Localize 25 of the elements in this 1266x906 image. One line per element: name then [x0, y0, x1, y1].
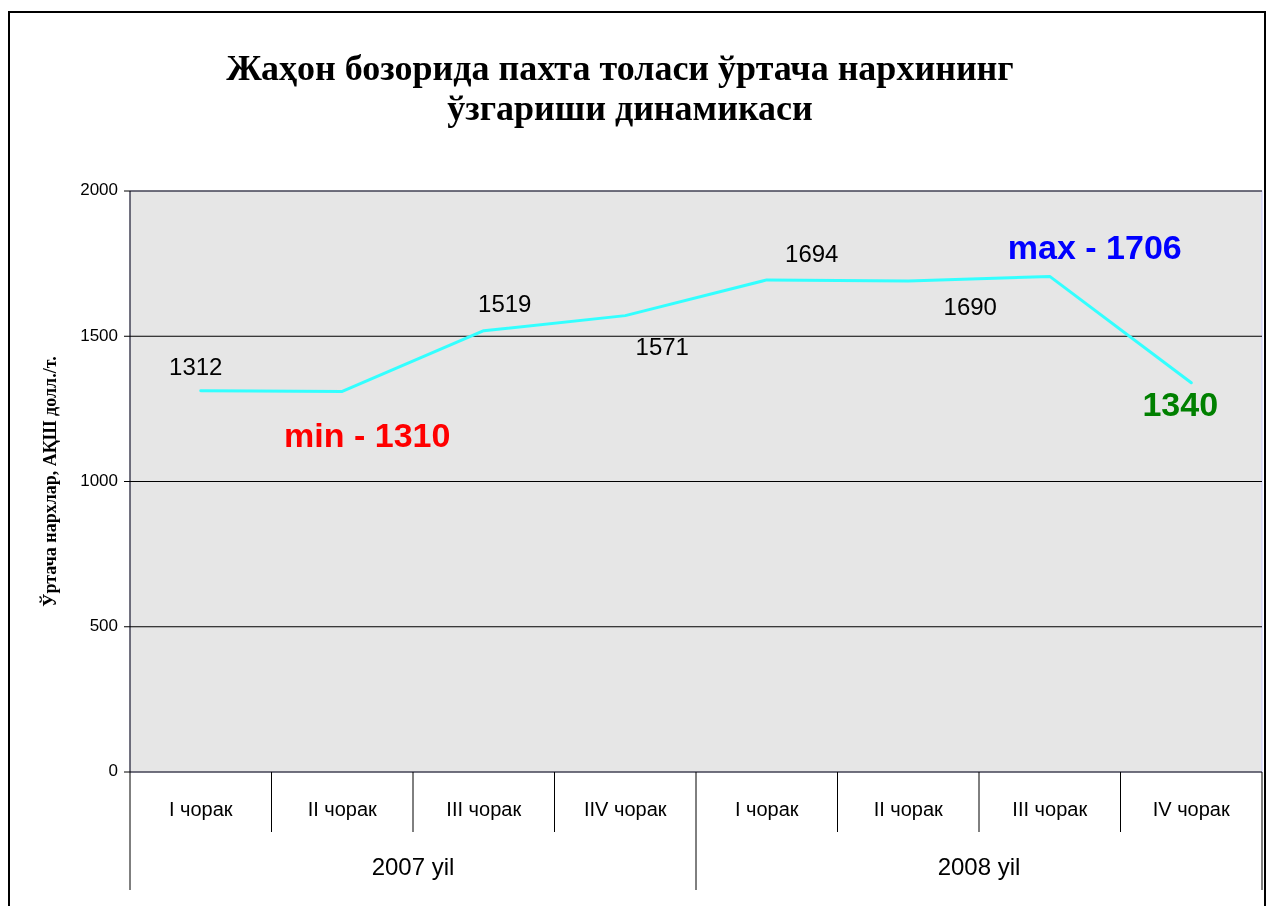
- text: 2008 yil: [937, 853, 1021, 880]
- data-label: 1312: [169, 353, 223, 381]
- y-axis-title: Ўртача нархлар, АҚШ долл./т.: [39, 356, 61, 607]
- data-label: 1694: [785, 240, 839, 268]
- data-label: 1519: [478, 290, 532, 318]
- data-label: 1571: [635, 332, 689, 360]
- y-tick-label: 2000: [80, 180, 118, 200]
- x-tick-label: III чорак: [446, 798, 522, 820]
- annotation: min - 1310: [284, 416, 451, 455]
- y-tick-label: 1500: [80, 325, 118, 345]
- x-tick-label: I чорак: [168, 798, 233, 820]
- text: 2007 yil: [371, 853, 455, 880]
- y-tick-label: 500: [89, 616, 118, 636]
- x-tick-label: II чорак: [307, 798, 378, 820]
- x-tick-label: II чорак: [873, 798, 944, 820]
- data-label: 1340: [1142, 384, 1219, 423]
- x-tick-label: IIV чорак: [583, 798, 667, 820]
- x-tick-label: III чорак: [1012, 798, 1088, 820]
- annotation: max - 1706: [1007, 228, 1182, 267]
- x-tick-label: IV чорак: [1152, 798, 1230, 820]
- data-label: 1690: [943, 293, 997, 321]
- y-tick-label: 1000: [80, 470, 118, 490]
- y-tick-label: 0: [108, 761, 118, 781]
- x-tick-label: I чорак: [734, 798, 799, 820]
- chart-title: Жаҳон бозорида пахта толаси ўртача нархининг ўзгариши динамикаси: [226, 48, 1014, 128]
